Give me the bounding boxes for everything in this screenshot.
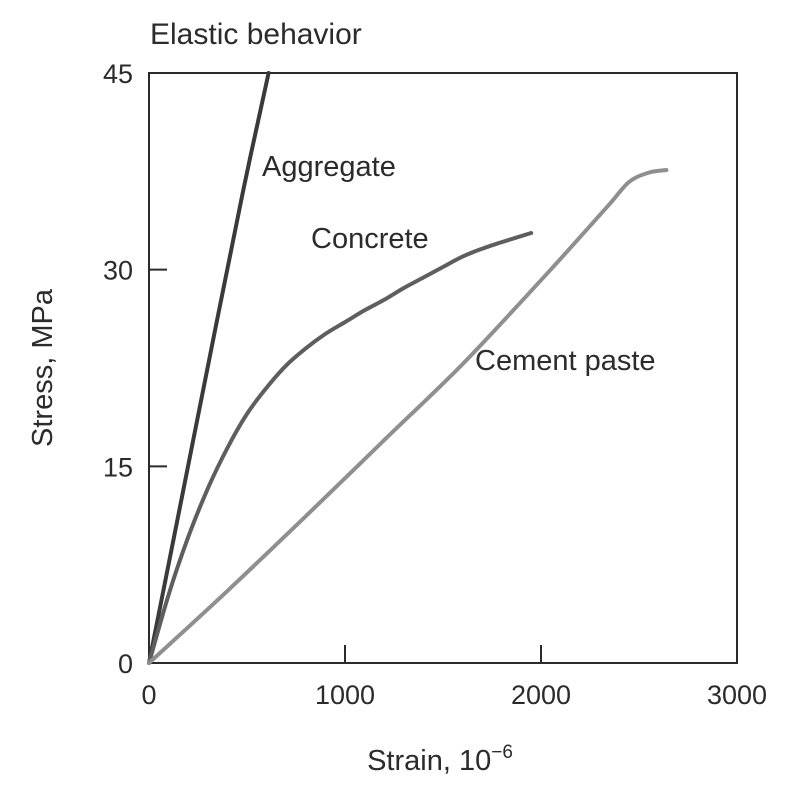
- y-axis-label: Stress, MPa: [27, 288, 59, 447]
- y-tick-label: 30: [103, 256, 133, 286]
- x-tick-label: 3000: [707, 680, 767, 710]
- x-axis-label: Strain, 10−6: [367, 742, 513, 777]
- x-tick-label: 1000: [315, 680, 375, 710]
- y-tick-label: 15: [103, 452, 133, 482]
- chart-title: Elastic behavior: [150, 18, 362, 51]
- series-layer: [147, 71, 669, 665]
- y-tick-label: 45: [103, 59, 133, 89]
- series-line-cement-paste: [147, 168, 669, 665]
- x-axis-label-base: Strain, 10: [367, 745, 491, 777]
- series-line-aggregate: [147, 71, 271, 665]
- x-tick-label: 2000: [511, 680, 571, 710]
- x-axis-label-exponent: −6: [491, 742, 513, 763]
- series-line-concrete: [147, 231, 534, 665]
- y-tick-label: 0: [118, 649, 133, 679]
- x-tick-label: 0: [141, 680, 156, 710]
- series-label-cement-paste: Cement paste: [475, 345, 656, 377]
- tick-layer: 0 1000 2000 3000 0 15 30 45: [103, 59, 767, 710]
- series-label-aggregate: Aggregate: [262, 151, 396, 183]
- plot-frame: [148, 72, 738, 664]
- series-label-concrete: Concrete: [311, 223, 429, 255]
